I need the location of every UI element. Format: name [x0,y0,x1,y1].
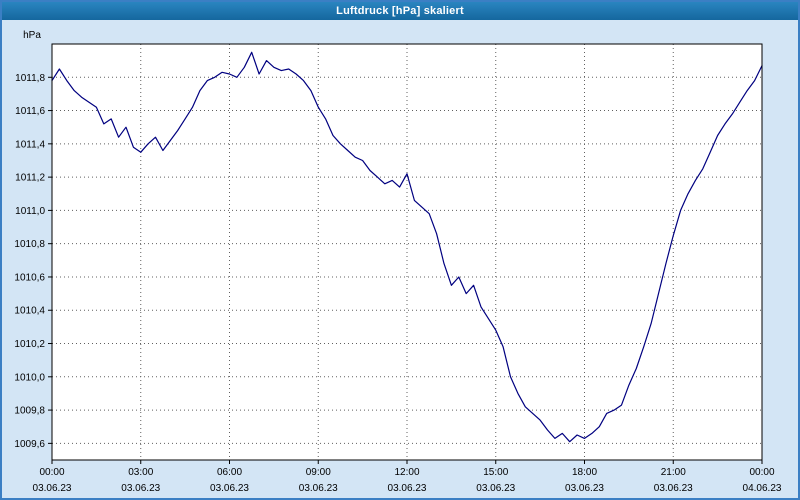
window-title: Luftdruck [hPa] skaliert [336,5,464,17]
chart-area: 1011,8 1011,6 1011,4 1011,2 1011,0 1010,8 1010… [2,20,798,498]
x-tick-date-label: 03.06.23 [565,483,604,494]
x-tick-date-label: 03.06.23 [210,483,249,494]
x-tick-date-label: 03.06.23 [33,483,72,494]
y-tick-label: 1011,2 [15,173,45,184]
pressure-line-chart: 1011,8 1011,6 1011,4 1011,2 1011,0 1010,8 1010… [14,30,782,494]
y-axis-unit-label: hPa [23,30,41,41]
x-tick-date-label: 03.06.23 [654,483,693,494]
y-tick-label: 1011,4 [15,139,45,150]
y-tick-label: 1010,4 [14,306,45,317]
y-tick-label: 1009,6 [14,439,45,450]
y-tick-label: 1009,8 [14,406,45,417]
x-tick-time-label: 03:00 [128,467,153,478]
x-tick-time-label: 21:00 [661,467,686,478]
x-tick-time-label: 15:00 [483,467,508,478]
x-tick-date-label: 03.06.23 [299,483,338,494]
x-tick-time-label: 12:00 [394,467,419,478]
x-tick-time-label: 06:00 [217,467,242,478]
y-tick-label: 1010,2 [14,339,45,350]
y-tick-label: 1011,8 [15,73,45,84]
y-tick-label: 1010,0 [14,372,45,383]
y-tick-label: 1010,6 [14,272,45,283]
plot-border [51,43,763,461]
y-tick-label: 1011,0 [15,206,45,217]
x-tick-time-label: 00:00 [749,467,774,478]
x-tick-time-label: 00:00 [39,467,64,478]
window-titlebar: Luftdruck [hPa] skaliert [2,2,798,20]
x-tick-date-label: 03.06.23 [476,483,515,494]
x-tick-date-label: 04.06.23 [743,483,782,494]
y-tick-label: 1011,6 [15,106,45,117]
x-tick-time-label: 18:00 [572,467,597,478]
x-tick-date-label: 03.06.23 [388,483,427,494]
x-tick-time-label: 09:00 [306,467,331,478]
y-tick-label: 1010,8 [14,239,45,250]
pressure-series-line [51,51,763,443]
x-tick-date-label: 03.06.23 [121,483,160,494]
